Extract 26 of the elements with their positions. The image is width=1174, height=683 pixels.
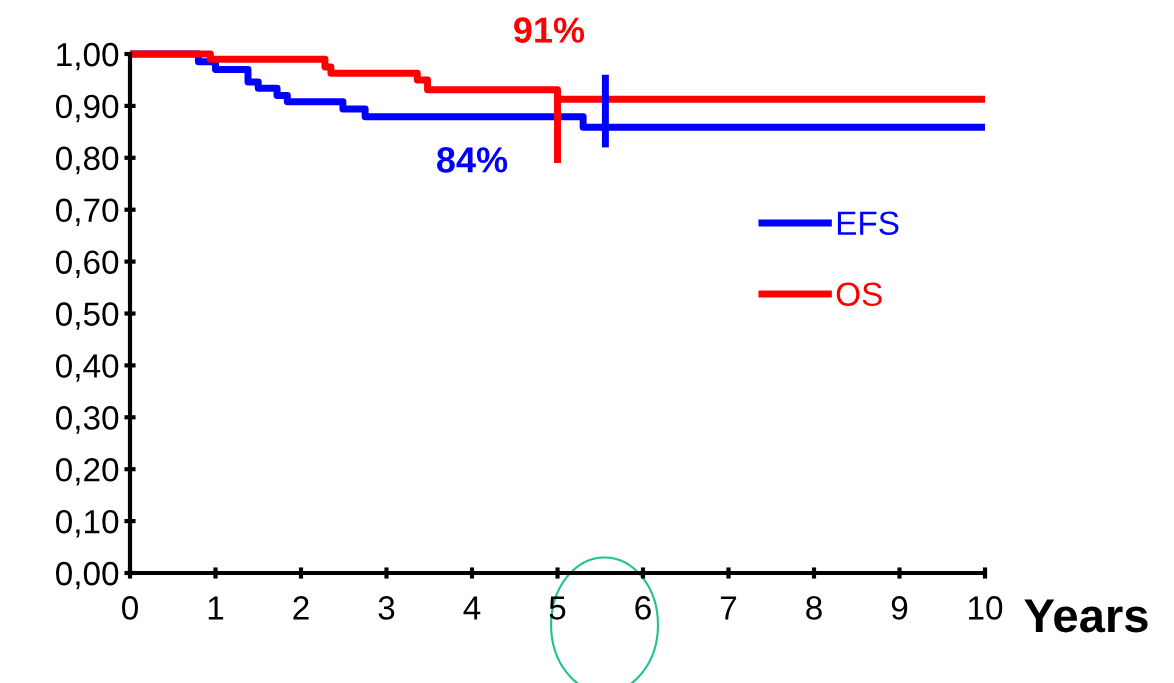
x-tick-label: 8 <box>806 596 822 620</box>
y-tick-label: 0,40 <box>56 354 119 382</box>
y-tick-label: 0,60 <box>56 250 119 278</box>
y-tick-label: 0,90 <box>56 94 119 123</box>
x-tick-label: 2 <box>293 596 309 620</box>
y-tick-label: 1,00 <box>57 42 119 71</box>
y-tick-label: 0,20 <box>56 458 119 486</box>
x-axis-title: Years <box>1024 599 1148 633</box>
x-tick-label: 9 <box>891 596 908 620</box>
x-tick-label: 0 <box>122 596 138 620</box>
legend-label: OS <box>836 282 882 307</box>
x-tick-label: 7 <box>720 596 737 620</box>
annotation: 84% <box>437 147 508 173</box>
y-tick-label: 0,80 <box>56 146 119 175</box>
y-tick-label: 0,30 <box>56 406 119 434</box>
text: 91% <box>514 17 585 43</box>
x-tick-label: 10 <box>969 596 1003 620</box>
y-tick-label: 0,10 <box>56 509 119 538</box>
y-tick-label: 0,70 <box>56 198 119 227</box>
legend-label: EFS <box>837 211 899 236</box>
x-tick-label: 4 <box>463 596 481 620</box>
x-tick-label: 1 <box>208 596 224 620</box>
x-tick-label: 3 <box>378 596 395 620</box>
x-tick-label: 6 <box>635 596 651 620</box>
y-tick-label: 0,00 <box>56 561 119 590</box>
y-tick-label: 0,50 <box>56 302 119 330</box>
